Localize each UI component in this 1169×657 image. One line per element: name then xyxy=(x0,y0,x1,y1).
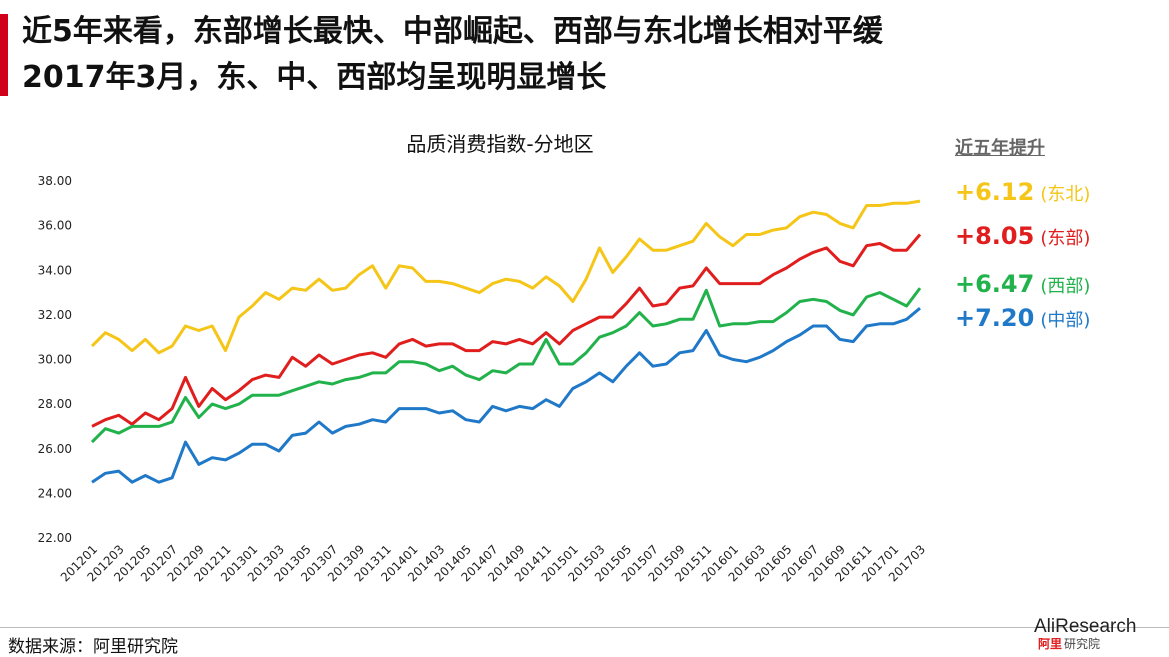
series-line-1 xyxy=(91,233,922,428)
y-tick-label: 36.00 xyxy=(38,219,72,233)
y-tick-label: 24.00 xyxy=(38,486,72,500)
y-tick-label: 38.00 xyxy=(38,174,72,188)
legend-region-central: (中部) xyxy=(1040,310,1091,331)
y-tick-label: 22.00 xyxy=(38,531,72,545)
series-line-2 xyxy=(90,287,922,444)
legend-heading: 近五年提升 xyxy=(955,138,1045,159)
legend-value-central: +7.20 xyxy=(955,304,1035,332)
y-tick-label: 28.00 xyxy=(38,397,72,411)
headline-line-2: 2017年3月，东、中、西部均呈现明显增长 xyxy=(22,60,607,95)
aliresearch-logo: AliResearch 阿里 研究院 xyxy=(1034,616,1136,651)
legend-entry-northeast: +6.12 (东北) xyxy=(955,178,1090,206)
logo-sub-red: 阿里 xyxy=(1038,636,1062,651)
data-source: 数据来源：阿里研究院 xyxy=(8,637,178,657)
y-tick-label: 34.00 xyxy=(38,263,72,277)
logo-brand-text: AliResearch xyxy=(1034,616,1136,637)
legend-entry-west: +6.47 (西部) xyxy=(955,270,1090,298)
headline-line-1: 近5年来看，东部增长最快、中部崛起、西部与东北增长相对平缓 xyxy=(22,14,883,49)
legend-entry-east: +8.05 (东部) xyxy=(955,222,1090,250)
legend-entry-central: +7.20 (中部) xyxy=(955,304,1090,332)
logo-sub-gray: 研究院 xyxy=(1064,636,1100,651)
legend-region-northeast: (东北) xyxy=(1040,184,1091,205)
y-tick-label: 30.00 xyxy=(38,353,72,367)
y-tick-label: 26.00 xyxy=(38,442,72,456)
line-chart: 38.00 36.00 34.00 32.00 30.00 28.00 26.00 24.00… xyxy=(38,174,928,585)
series-line-0 xyxy=(90,199,921,355)
legend-value-east: +8.05 xyxy=(955,222,1035,250)
chart-title: 品质消费指数-分地区 xyxy=(406,132,594,156)
legend-region-east: (东部) xyxy=(1040,228,1091,249)
legend-value-west: +6.47 xyxy=(955,270,1035,298)
title-accent-bar xyxy=(0,14,8,96)
series-line-3 xyxy=(91,307,921,484)
y-tick-label: 32.00 xyxy=(38,308,72,322)
legend-value-northeast: +6.12 xyxy=(955,178,1035,206)
footer-divider xyxy=(0,627,1169,628)
legend-region-west: (西部) xyxy=(1040,276,1091,297)
